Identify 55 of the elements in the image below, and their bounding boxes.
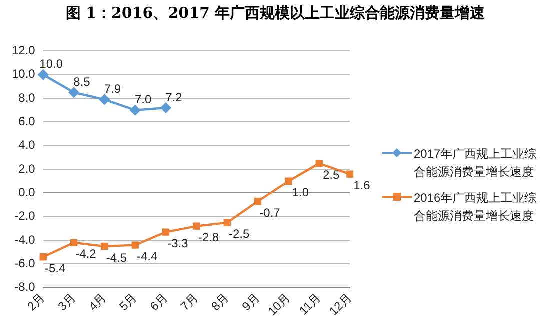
- data-label: 7.2: [166, 90, 183, 104]
- point: [101, 242, 108, 250]
- point: [40, 254, 47, 261]
- data-label: -0.7: [260, 206, 281, 220]
- point: [70, 239, 78, 246]
- point: [38, 70, 48, 80]
- data-label: 2.5: [322, 168, 340, 182]
- x-tick-label: 8月: [208, 290, 232, 314]
- point: [100, 94, 110, 105]
- data-label: -2.5: [229, 227, 250, 242]
- data-label: -4.2: [76, 247, 97, 262]
- x-tick-label: 11月: [296, 290, 324, 318]
- point: [132, 242, 139, 249]
- y-tick-label: 8.0: [18, 90, 36, 105]
- y-tick-label: 6.0: [18, 114, 36, 129]
- legend-label: 2017年广西规上工业综合能源消费量增长速度: [414, 146, 538, 181]
- data-label: 1.0: [292, 186, 310, 200]
- point: [193, 222, 200, 230]
- y-tick-label: 4.0: [18, 138, 36, 152]
- y-tick-label: 2.0: [18, 162, 36, 176]
- data-label: 7.0: [135, 92, 152, 107]
- point: [316, 160, 323, 168]
- data-label: 10.0: [40, 57, 64, 72]
- y-tick-label: 0.0: [18, 186, 36, 200]
- point: [346, 170, 354, 178]
- data-label: -2.8: [198, 230, 220, 245]
- x-tick-label: 6月: [147, 290, 170, 314]
- x-tick-label: 12月: [326, 290, 354, 318]
- point: [162, 228, 170, 236]
- y-tick-label: -6.0: [14, 256, 36, 271]
- x-tick-label: 9月: [239, 290, 262, 314]
- data-label: 1.6: [354, 178, 371, 193]
- data-label: -3.3: [168, 236, 189, 251]
- x-tick-label: 4月: [86, 290, 110, 314]
- point: [224, 219, 231, 226]
- x-tick-label: 7月: [178, 290, 202, 314]
- point: [285, 178, 292, 185]
- y-tick-label: -2.0: [14, 209, 36, 224]
- data-label: -5.4: [45, 261, 66, 276]
- point: [68, 88, 80, 98]
- data-label: 8.5: [74, 74, 91, 89]
- chart-title: 图 1：2016、2017 年广西规模以上工业综合能源消费量增速: [64, 4, 486, 23]
- y-tick-label: 12.0: [12, 44, 36, 58]
- data-label: 7.9: [104, 82, 122, 96]
- x-tick-label: 5月: [116, 290, 140, 314]
- point: [160, 102, 172, 114]
- x-tick-label: 10月: [265, 290, 294, 318]
- data-label: -4.5: [106, 250, 128, 265]
- y-tick-label: -4.0: [14, 232, 36, 247]
- y-tick-label: 10.0: [12, 67, 36, 82]
- point: [254, 198, 262, 206]
- x-tick-label: 3月: [55, 290, 78, 314]
- point: [130, 105, 140, 116]
- legend-label: 2016年广西规上工业综合能源消费量增长速度: [414, 190, 538, 225]
- data-label: -4.4: [137, 250, 158, 264]
